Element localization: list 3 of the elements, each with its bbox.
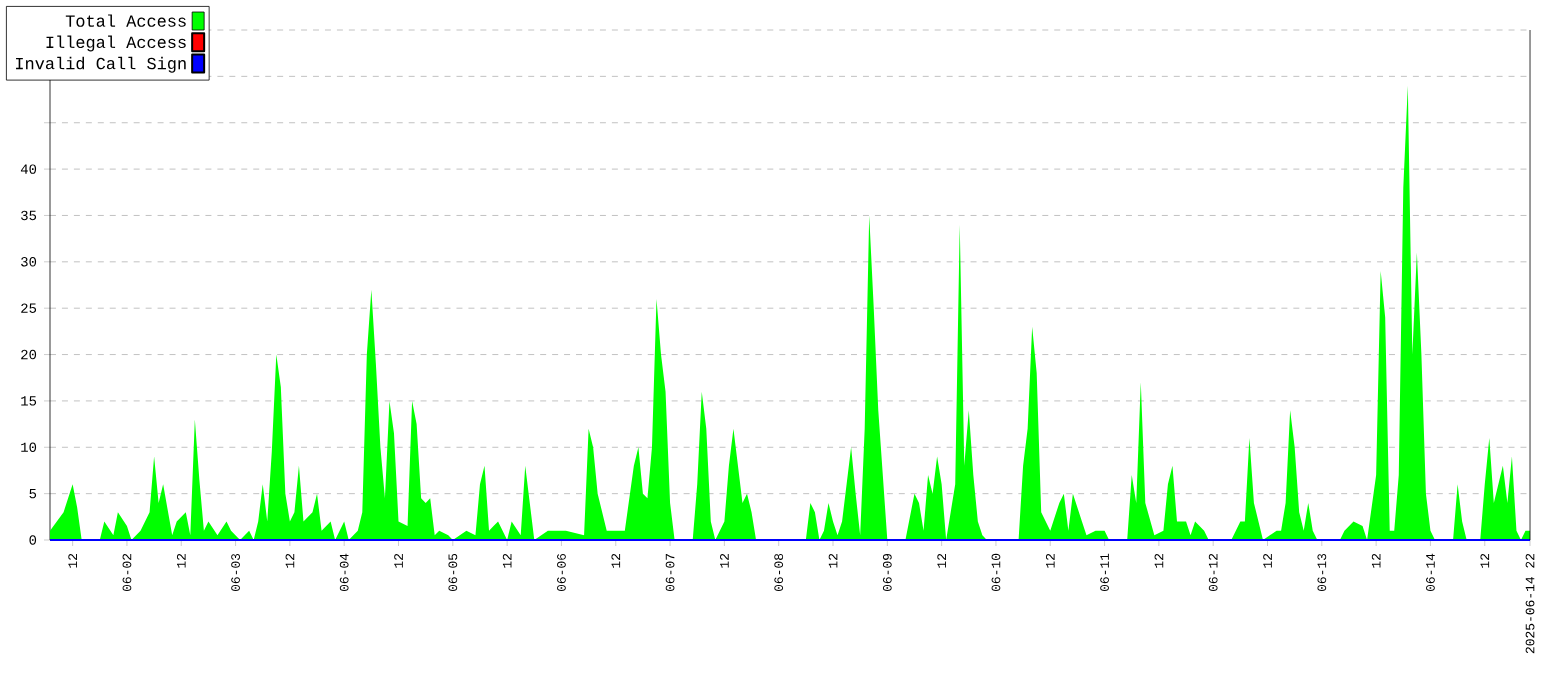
legend-label: Total Access [65, 14, 186, 27]
legend-label: Illegal Access [46, 35, 186, 52]
legend-label: Invalid Call Sign [16, 56, 186, 73]
